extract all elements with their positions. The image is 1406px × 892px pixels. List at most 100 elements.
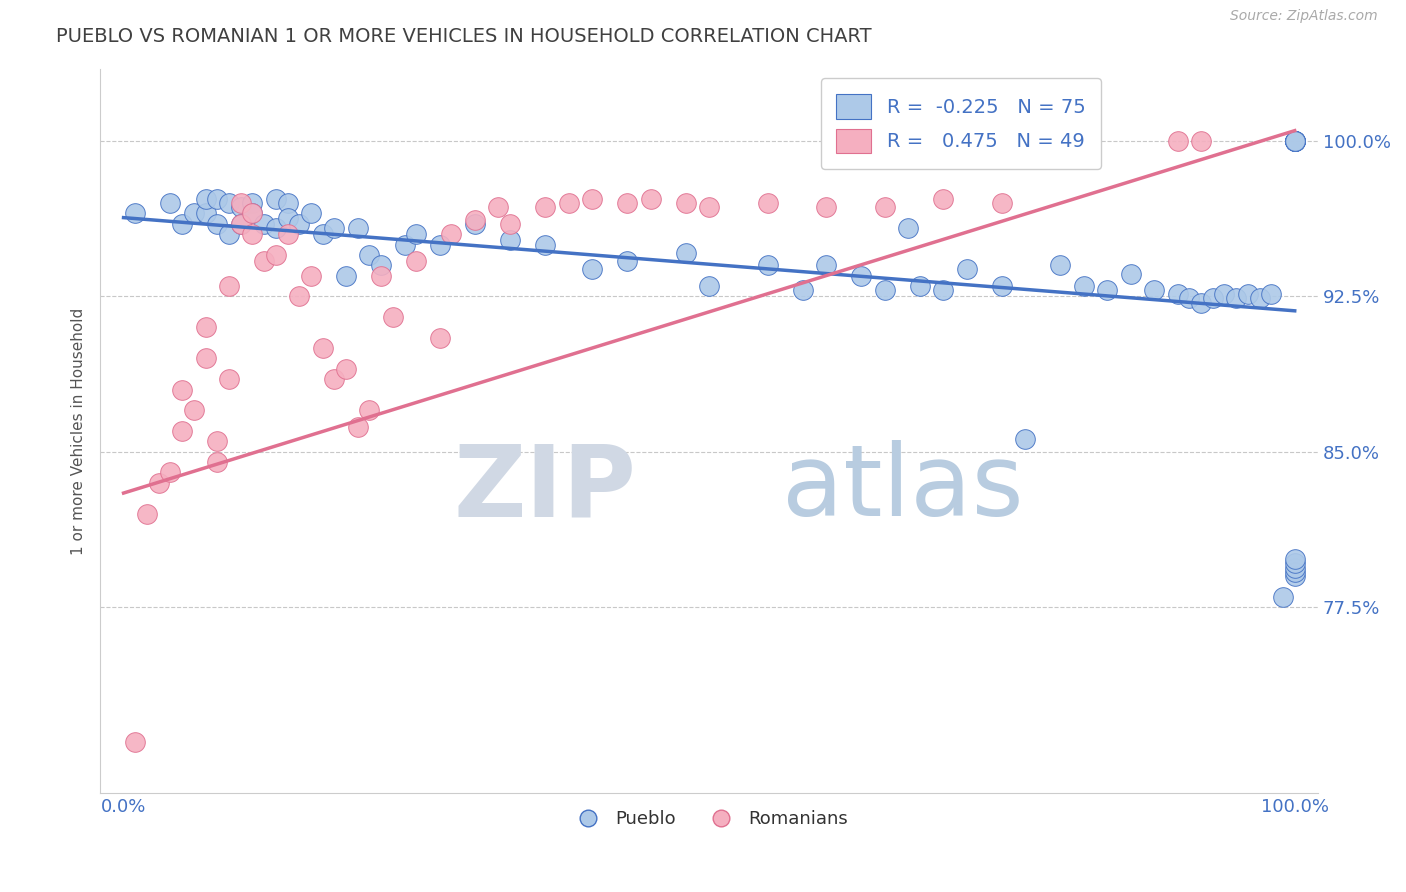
Point — [429, 237, 451, 252]
Point — [288, 289, 311, 303]
Point — [346, 419, 368, 434]
Point — [207, 217, 229, 231]
Point — [253, 217, 276, 231]
Point — [1073, 279, 1095, 293]
Point — [207, 192, 229, 206]
Point — [264, 248, 287, 262]
Point — [323, 221, 346, 235]
Point — [792, 283, 814, 297]
Point — [405, 227, 427, 242]
Point — [464, 212, 486, 227]
Point — [335, 361, 357, 376]
Point — [218, 372, 240, 386]
Point — [464, 217, 486, 231]
Point — [207, 455, 229, 469]
Point — [311, 341, 333, 355]
Point — [534, 237, 557, 252]
Text: Source: ZipAtlas.com: Source: ZipAtlas.com — [1230, 9, 1378, 23]
Point — [148, 475, 170, 490]
Point — [1225, 292, 1247, 306]
Point — [440, 227, 463, 242]
Point — [242, 227, 264, 242]
Point — [1284, 557, 1306, 571]
Point — [299, 206, 322, 220]
Point — [991, 196, 1014, 211]
Point — [335, 268, 357, 283]
Point — [218, 227, 240, 242]
Point — [136, 507, 159, 521]
Point — [1237, 287, 1260, 301]
Text: ZIP: ZIP — [453, 441, 636, 537]
Point — [405, 254, 427, 268]
Point — [242, 196, 264, 211]
Point — [557, 196, 579, 211]
Point — [1143, 283, 1166, 297]
Point — [276, 196, 298, 211]
Point — [991, 279, 1014, 293]
Point — [159, 196, 181, 211]
Point — [172, 424, 194, 438]
Point — [218, 279, 240, 293]
Text: PUEBLO VS ROMANIAN 1 OR MORE VEHICLES IN HOUSEHOLD CORRELATION CHART: PUEBLO VS ROMANIAN 1 OR MORE VEHICLES IN… — [56, 27, 872, 45]
Point — [1119, 267, 1142, 281]
Point — [1178, 292, 1201, 306]
Point — [1249, 292, 1271, 306]
Point — [172, 383, 194, 397]
Point — [1167, 134, 1189, 148]
Point — [908, 279, 931, 293]
Point — [311, 227, 333, 242]
Point — [207, 434, 229, 449]
Point — [1260, 287, 1282, 301]
Point — [932, 192, 955, 206]
Point — [1097, 283, 1119, 297]
Point — [276, 211, 298, 225]
Point — [124, 206, 146, 220]
Point — [756, 258, 779, 272]
Point — [370, 268, 392, 283]
Point — [124, 734, 146, 748]
Point — [1284, 134, 1306, 148]
Text: atlas: atlas — [782, 441, 1024, 537]
Point — [370, 258, 392, 272]
Point — [1284, 134, 1306, 148]
Point — [359, 248, 381, 262]
Point — [534, 200, 557, 214]
Point — [616, 196, 638, 211]
Point — [640, 192, 662, 206]
Point — [1189, 134, 1212, 148]
Legend: Pueblo, Romanians: Pueblo, Romanians — [562, 803, 855, 835]
Point — [242, 206, 264, 220]
Point — [264, 221, 287, 235]
Point — [183, 403, 205, 417]
Point — [1167, 287, 1189, 301]
Point — [675, 196, 697, 211]
Point — [1213, 287, 1236, 301]
Point — [499, 217, 522, 231]
Point — [359, 403, 381, 417]
Point — [194, 206, 217, 220]
Point — [1284, 560, 1306, 574]
Point — [1284, 569, 1306, 583]
Point — [381, 310, 404, 324]
Point — [429, 331, 451, 345]
Point — [288, 217, 311, 231]
Point — [218, 196, 240, 211]
Point — [394, 237, 416, 252]
Point — [1049, 258, 1071, 272]
Point — [616, 254, 638, 268]
Point — [264, 192, 287, 206]
Point — [1202, 292, 1225, 306]
Point — [815, 200, 838, 214]
Point — [851, 268, 873, 283]
Point — [1189, 295, 1212, 310]
Point — [299, 268, 322, 283]
Point — [242, 206, 264, 220]
Point — [486, 200, 509, 214]
Y-axis label: 1 or more Vehicles in Household: 1 or more Vehicles in Household — [72, 308, 86, 555]
Point — [194, 351, 217, 366]
Point — [229, 200, 252, 214]
Point — [499, 234, 522, 248]
Point — [1014, 432, 1036, 446]
Point — [1284, 134, 1306, 148]
Point — [756, 196, 779, 211]
